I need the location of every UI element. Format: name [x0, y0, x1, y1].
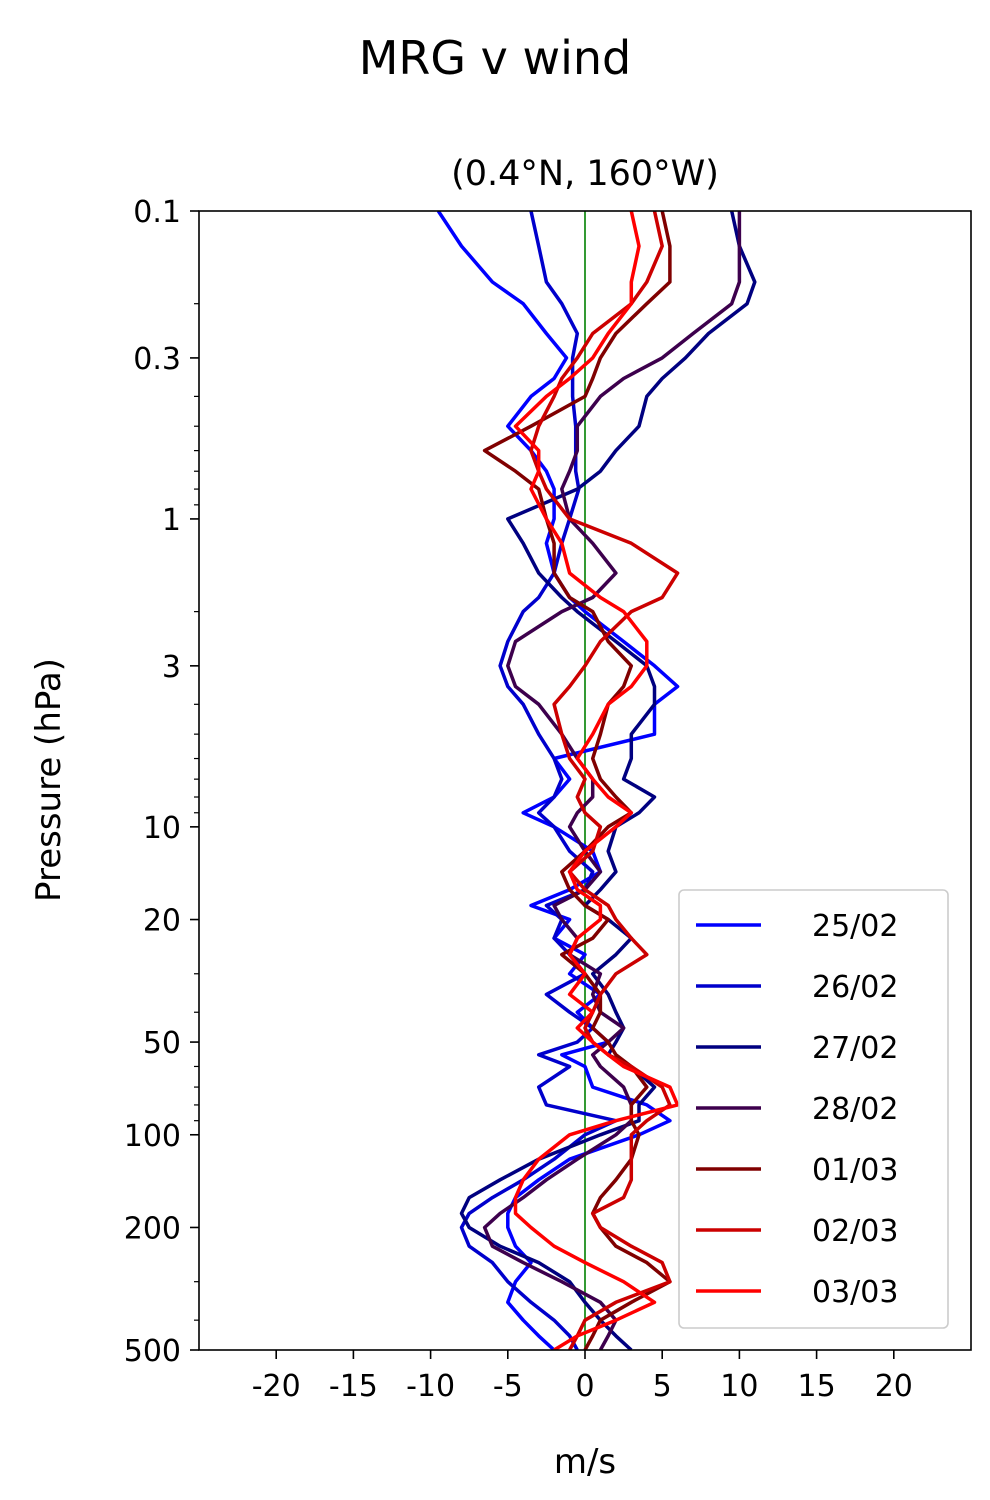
y-tick-label: 100 — [124, 1119, 181, 1154]
y-tick-label: 500 — [124, 1334, 181, 1369]
y-tick-label: 0.1 — [133, 195, 181, 230]
x-tick-label: 5 — [653, 1369, 672, 1404]
series-line-5 — [482, 211, 672, 1350]
legend-box — [678, 889, 949, 1329]
y-tick-label: 3 — [162, 650, 181, 685]
legend-label-5: 01/03 — [812, 1153, 898, 1188]
y-tick-label: 10 — [143, 811, 181, 846]
y-tick-label: 0.3 — [133, 342, 181, 377]
chart-title: MRG v wind — [359, 31, 632, 85]
series-lines — [436, 211, 757, 1350]
legend: 25/02 26/02 27/02 28/02 01/03 02/03 03/03 — [678, 889, 949, 1329]
x-tick-label: 0 — [575, 1369, 594, 1404]
y-axis-label: Pressure (hPa) — [29, 658, 69, 902]
legend-label-4: 28/02 — [812, 1092, 898, 1127]
y-tick-label: 1 — [162, 503, 181, 538]
x-tick-label: -15 — [329, 1369, 378, 1404]
series-line-4 — [482, 211, 742, 1350]
plot-area: -20 -15 -10 -5 0 5 10 15 20 0.1 0.3 1 3 10 20 50 100 200 5… — [124, 195, 972, 1404]
y-tick-label: 20 — [143, 904, 181, 939]
y-tick-label: 50 — [143, 1026, 181, 1061]
series-line-7 — [513, 211, 680, 1350]
x-axis-label: m/s — [554, 1442, 616, 1482]
x-tick-label: 10 — [720, 1369, 758, 1404]
legend-label-2: 26/02 — [812, 970, 898, 1005]
chart-subtitle: (0.4°N, 160°W) — [451, 154, 719, 194]
series-line-3 — [459, 211, 757, 1350]
x-tick-label: -20 — [252, 1369, 301, 1404]
y-tick-label: 200 — [124, 1211, 181, 1246]
x-tick-label: 20 — [875, 1369, 913, 1404]
legend-label-1: 25/02 — [812, 909, 898, 944]
x-tick-label: -10 — [406, 1369, 455, 1404]
legend-label-6: 02/03 — [812, 1214, 898, 1249]
x-tick-label: 15 — [798, 1369, 836, 1404]
series-line-6 — [529, 211, 680, 1350]
series-line-1 — [436, 211, 680, 1350]
legend-label-3: 27/02 — [812, 1031, 898, 1066]
x-tick-label: -5 — [493, 1369, 523, 1404]
legend-label-7: 03/03 — [812, 1275, 898, 1310]
